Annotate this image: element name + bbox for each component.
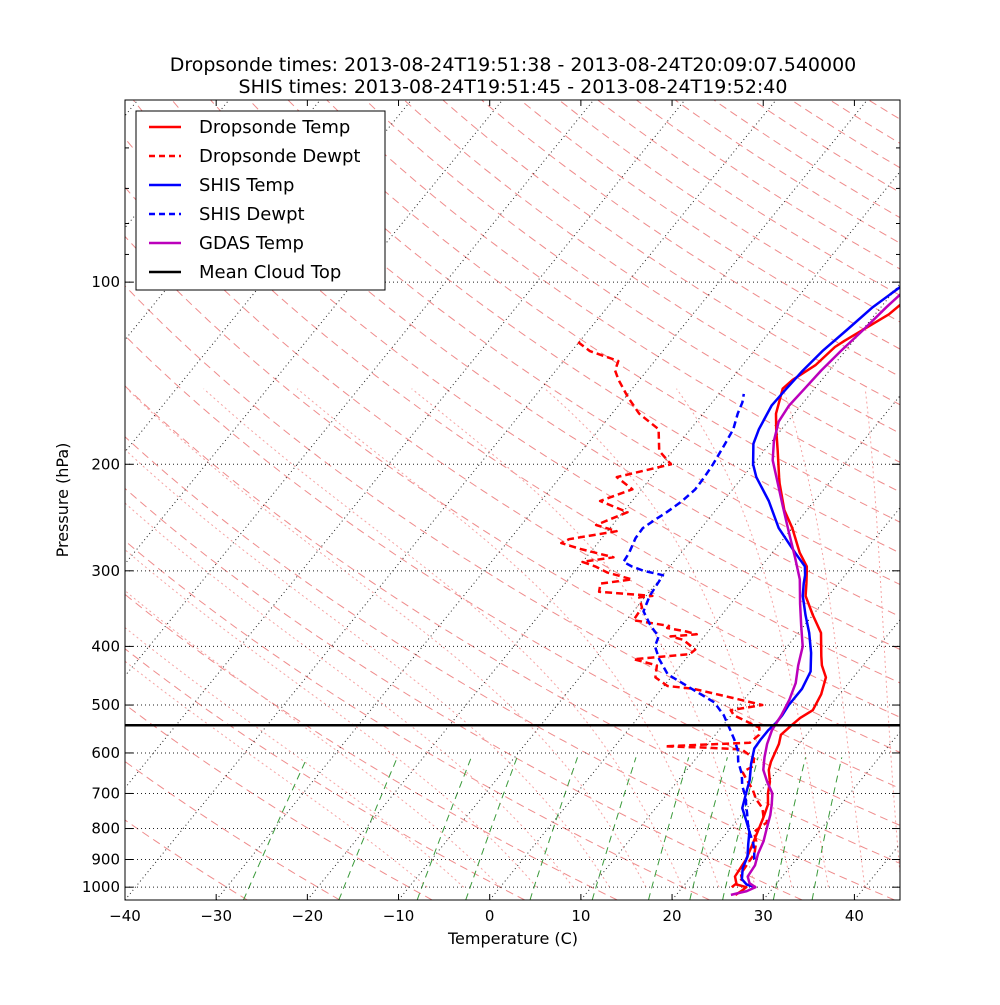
y-axis-title: Pressure (hPa) — [53, 443, 72, 558]
y-tick-label: 500 — [91, 696, 120, 714]
moist-adiabat-line — [783, 389, 865, 888]
x-tick-label: 30 — [754, 907, 773, 925]
dry-adiabat-line — [753, 100, 1000, 900]
isotherm-line — [946, 100, 1000, 900]
x-axis-title: Temperature (C) — [447, 929, 578, 948]
legend-label-shis-dewpt: SHIS Dewpt — [199, 204, 305, 225]
dry-adiabat-line — [404, 100, 1000, 900]
y-tick-label: 200 — [91, 455, 120, 473]
y-tick-label: 900 — [91, 850, 120, 868]
shis-dewpt-line — [624, 394, 755, 860]
isotherm-line — [0, 100, 47, 900]
x-tick-label: 20 — [663, 907, 682, 925]
legend: Dropsonde Temp Dropsonde Dewpt SHIS Temp… — [136, 111, 385, 290]
isotherm-line — [854, 100, 1000, 900]
x-tick-label: −10 — [383, 907, 415, 925]
y-tick-label: 300 — [91, 562, 120, 580]
dry-adiabat-line — [791, 100, 1000, 900]
y-tick-label: 400 — [91, 637, 120, 655]
y-tick-label: 100 — [91, 273, 120, 291]
mixing-ratio-line — [723, 757, 759, 900]
y-tick-label: 600 — [91, 744, 120, 762]
mixing-ratio-line — [649, 757, 689, 900]
x-tick-label: −40 — [109, 907, 141, 925]
dry-adiabat-line — [714, 100, 1000, 900]
dry-adiabat-line — [830, 100, 1000, 900]
dry-adiabat-line — [869, 100, 1000, 900]
isotherm-line — [399, 100, 1000, 900]
isotherm-line — [581, 100, 1000, 900]
legend-label-shis-temp: SHIS Temp — [199, 175, 294, 196]
dry-adiabat-line — [946, 100, 1000, 900]
dry-adiabat-line — [0, 100, 895, 900]
dry-adiabat-line — [520, 100, 1000, 900]
mixing-ratio-line — [339, 757, 398, 900]
dry-adiabat-line — [985, 100, 1000, 900]
chart-title-line-1: Dropsonde times: 2013-08-24T19:51:38 - 2… — [170, 54, 857, 76]
dropsonde-temp-line — [735, 207, 1000, 895]
isotherm-line — [490, 100, 1000, 900]
x-tick-label: 0 — [485, 907, 495, 925]
legend-label-dropsonde-dewpt: Dropsonde Dewpt — [199, 146, 360, 167]
dry-adiabat-line — [675, 100, 1000, 900]
dry-adiabat-line — [327, 100, 1000, 900]
x-tick-label: 10 — [571, 907, 590, 925]
moist-adiabat-line — [412, 389, 756, 888]
dry-adiabat-line — [637, 100, 1000, 900]
x-tick-label: 40 — [845, 907, 864, 925]
moist-adiabat-line — [127, 389, 646, 888]
y-tick-label: 800 — [91, 820, 120, 838]
legend-label-gdas-temp: GDAS Temp — [199, 233, 304, 254]
y-tick-label: 1000 — [82, 878, 120, 896]
moist-adiabat-line — [0, 389, 537, 888]
dry-adiabat-line — [907, 100, 1000, 900]
legend-label-mean-cloud-top: Mean Cloud Top — [199, 262, 341, 283]
chart-title-line-2: SHIS times: 2013-08-24T19:51:45 - 2013-0… — [239, 76, 788, 98]
y-tick-label: 700 — [91, 784, 120, 802]
moist-adiabat-line — [0, 389, 500, 888]
x-tick-label: −30 — [200, 907, 232, 925]
x-tick-label: −20 — [292, 907, 324, 925]
legend-label-dropsonde-temp: Dropsonde Temp — [199, 117, 350, 138]
moist-adiabat-line — [545, 389, 792, 888]
dropsonde-dewpt-line — [561, 341, 767, 887]
dry-adiabat-line — [559, 100, 1000, 900]
